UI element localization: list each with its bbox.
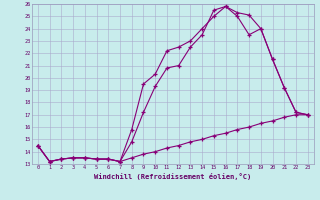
X-axis label: Windchill (Refroidissement éolien,°C): Windchill (Refroidissement éolien,°C) [94, 173, 252, 180]
